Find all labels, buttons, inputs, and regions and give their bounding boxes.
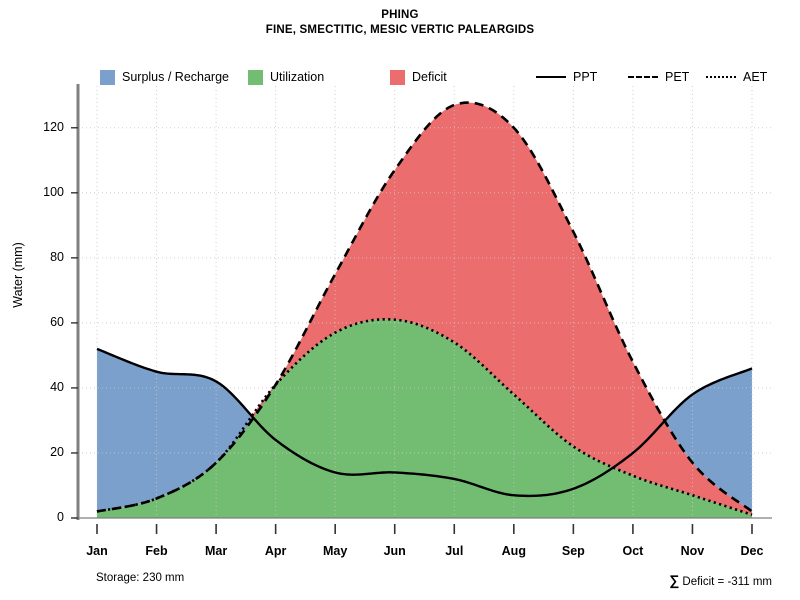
legend-line-dashed-icon [628,70,658,84]
y-tick-label: 0 [57,510,64,524]
deficit-annotation-text: Deficit = -311 mm [679,576,772,588]
series-line-aet [96,317,753,516]
y-tick-label: 100 [43,184,64,199]
legend-line-aet[interactable]: AET [706,68,767,86]
x-tick-label: Nov [680,544,705,558]
chart-legend: Surplus / Recharge Utilization Deficit PPT P… [0,68,800,86]
band-deficit [97,102,752,515]
x-tick-label: Jun [383,544,406,558]
legend-label: PET [665,70,690,84]
legend-line-ppt[interactable]: PPT [536,68,597,86]
y-tick-label: 80 [50,249,64,264]
legend-label: PPT [573,70,598,84]
legend-area-deficit[interactable]: Deficit [390,68,447,86]
x-tick-label: Mar [204,544,228,558]
series-line-pet [96,101,753,513]
x-tick-label: Apr [264,544,287,558]
x-tick-label: Feb [145,544,168,558]
chart-title-line2: FINE, SMECTITIC, MESIC VERTIC PALEARGIDS [265,24,535,36]
chart-title-line1: PHING [381,9,419,21]
y-tick-label: 120 [43,119,64,134]
x-tick-label: Jul [445,544,464,558]
legend-line-dotted-icon [706,70,736,84]
x-tick-label: Oct [622,544,644,558]
y-tick-label: 40 [50,379,64,394]
series-line-ppt [96,347,753,498]
x-tick-label: Jan [86,544,108,558]
band-utilization [97,319,752,518]
legend-line-solid-icon [536,70,566,84]
legend-area-surplus-recharge[interactable]: Surplus / Recharge [100,68,229,86]
legend-swatch-icon [100,69,115,85]
deficit-annotation: ∑ Deficit = -311 mm [669,572,772,588]
y-tick-label: 60 [50,314,64,329]
x-tick-label: Sep [561,544,585,558]
legend-swatch-icon [248,69,263,85]
legend-area-utilization[interactable]: Utilization [248,68,324,86]
legend-label: Deficit [412,70,447,84]
legend-swatch-icon [390,69,405,85]
x-tick-label: Dec [740,544,764,558]
band-surplus-recharge [664,368,752,512]
legend-label: AET [743,70,768,84]
x-tick-label: Aug [501,544,526,558]
sigma-icon: ∑ [669,572,680,588]
band-surplus-recharge [97,348,253,512]
legend-label: Surplus / Recharge [122,70,230,84]
storage-annotation: Storage: 230 mm [96,572,185,584]
legend-label: Utilization [270,70,325,84]
x-tick-label: May [323,544,348,558]
chart-title: PHING FINE, SMECTITIC, MESIC VERTIC PALE… [0,8,800,38]
legend-line-pet[interactable]: PET [628,68,689,86]
y-tick-label: 20 [50,444,64,459]
